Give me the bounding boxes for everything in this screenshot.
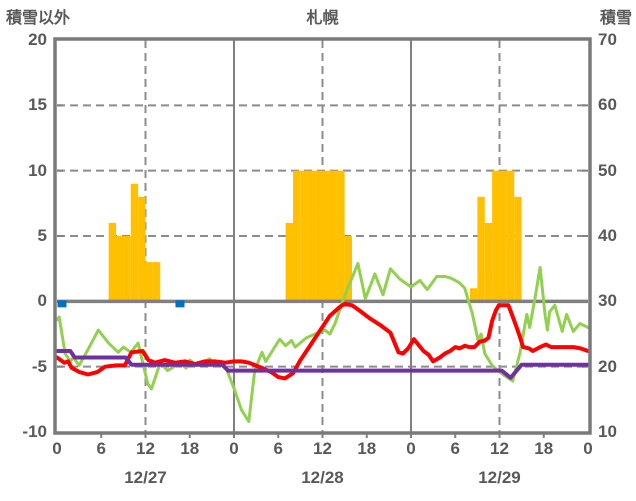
snowfall-bar — [138, 196, 146, 302]
snowfall-bar — [470, 288, 478, 302]
snowfall-bar — [329, 170, 338, 302]
snowfall-bar — [116, 236, 124, 302]
left-axis-title: 積雪以外 — [6, 10, 71, 27]
right-axis-tick-label: 70 — [598, 30, 617, 49]
snowfall-bar — [152, 262, 161, 302]
snowfall-bar — [499, 170, 507, 302]
snowfall-bar — [293, 170, 301, 302]
hour-tick-label: 18 — [534, 439, 554, 458]
snowfall-bar — [300, 170, 308, 302]
left-axis-tick-label: 0 — [37, 291, 47, 311]
right-axis-title: 積雪 — [599, 10, 632, 27]
hour-tick-label: 0 — [52, 439, 62, 458]
blue-marker — [175, 300, 185, 308]
left-axis-tick-label: -5 — [31, 356, 47, 376]
snowfall-bar — [337, 170, 345, 302]
right-axis-tick-label: 20 — [598, 356, 617, 376]
hour-tick-label: 0 — [229, 439, 239, 458]
snowfall-bar — [484, 222, 493, 302]
snowfall-bar — [344, 236, 352, 302]
right-axis-tick-label: 60 — [598, 95, 617, 115]
snowfall-bar — [145, 262, 153, 302]
snowfall-bar — [130, 183, 139, 302]
right-axis-tick-label: 40 — [598, 226, 617, 245]
left-axis-tick-label: 10 — [28, 160, 47, 180]
snowfall-bar — [322, 170, 330, 302]
snowfall-bar — [477, 196, 485, 302]
right-axis-tick-label: 50 — [598, 160, 617, 180]
day-label: 12/28 — [301, 468, 344, 487]
hour-tick-label: 0 — [406, 439, 416, 458]
right-axis-tick-label: 10 — [598, 422, 617, 441]
red-temperature-line — [55, 301, 590, 381]
snowfall-bar — [123, 236, 131, 302]
snowfall-bar — [492, 170, 500, 302]
snowfall-bar — [315, 170, 323, 302]
hour-tick-label: 12 — [490, 439, 509, 458]
day-label: 12/29 — [478, 468, 521, 487]
left-axis-tick-label: 20 — [28, 30, 47, 49]
green-line — [55, 261, 590, 423]
snowfall-bar — [307, 170, 316, 302]
left-axis-tick-label: 5 — [37, 226, 47, 245]
hour-tick-label: 18 — [180, 439, 200, 458]
hour-tick-label: 12 — [313, 439, 332, 458]
hour-tick-label: 18 — [357, 439, 377, 458]
hour-tick-label: 12 — [136, 439, 155, 458]
right-axis-tick-label: 30 — [598, 291, 617, 311]
plot-frame — [53, 37, 592, 435]
left-axis-tick-label: -10 — [22, 422, 47, 441]
left-axis-tick-label: 15 — [28, 95, 47, 115]
blue-marker — [57, 300, 67, 308]
snowfall-bar — [285, 222, 293, 302]
snowfall-bar — [506, 170, 515, 302]
snowfall-bar — [514, 196, 522, 302]
hour-tick-label: 6 — [96, 439, 106, 458]
purple-snow-depth-line — [55, 349, 590, 380]
day-label: 12/27 — [124, 468, 167, 487]
snowfall-bar — [108, 222, 116, 302]
hour-tick-label: 6 — [450, 439, 460, 458]
hour-tick-label: 6 — [273, 439, 283, 458]
hour-tick-label: 0 — [583, 439, 593, 458]
chart-title: 札幌 — [306, 10, 339, 27]
